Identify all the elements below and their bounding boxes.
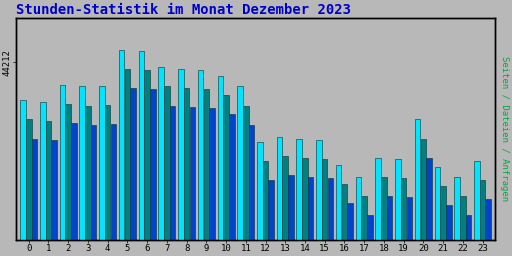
Bar [381,177,387,256]
Bar [395,159,401,256]
Bar [446,205,452,256]
Bar [296,138,302,256]
Bar [480,180,485,256]
Bar [407,197,412,256]
Bar [342,184,347,256]
Bar [415,120,420,256]
Bar [52,140,57,256]
Bar [85,105,91,256]
Bar [474,161,480,256]
Bar [316,140,322,256]
Bar [20,100,26,256]
Bar [66,104,71,256]
Bar [288,175,294,256]
Bar [268,180,274,256]
Bar [144,70,150,256]
Bar [150,89,156,256]
Bar [158,67,164,256]
Bar [198,70,203,256]
Bar [283,156,288,256]
Bar [322,159,328,256]
Bar [420,138,426,256]
Bar [277,137,282,256]
Bar [164,87,169,256]
Bar [111,124,116,256]
Bar [189,107,195,256]
Bar [237,87,243,256]
Bar [426,157,432,256]
Bar [435,167,440,256]
Bar [308,177,313,256]
Bar [124,69,130,256]
Bar [336,165,342,256]
Bar [91,125,96,256]
Bar [99,86,105,256]
Bar [387,196,392,256]
Bar [466,215,471,256]
Bar [375,157,381,256]
Bar [32,138,37,256]
Bar [401,178,407,256]
Bar [485,199,491,256]
Bar [60,84,65,256]
Bar [178,69,184,256]
Bar [361,196,367,256]
Bar [356,177,361,256]
Bar [249,125,254,256]
Bar [367,215,373,256]
Bar [105,105,111,256]
Bar [454,177,460,256]
Bar [26,120,32,256]
Bar [131,88,136,256]
Bar [40,102,46,256]
Bar [460,196,465,256]
Bar [302,157,308,256]
Bar [204,89,209,256]
Bar [328,178,333,256]
Bar [71,123,77,256]
Bar [243,105,248,256]
Bar [263,161,268,256]
Bar [209,108,215,256]
Bar [139,51,144,256]
Bar [79,87,85,256]
Text: Stunden-Statistik im Monat Dezember 2023: Stunden-Statistik im Monat Dezember 2023 [16,3,351,17]
Bar [218,76,223,256]
Bar [257,142,263,256]
Bar [348,203,353,256]
Bar [440,186,446,256]
Bar [170,105,175,256]
Bar [229,114,234,256]
Bar [223,95,229,256]
Bar [184,88,189,256]
Bar [46,121,51,256]
Bar [119,50,124,256]
